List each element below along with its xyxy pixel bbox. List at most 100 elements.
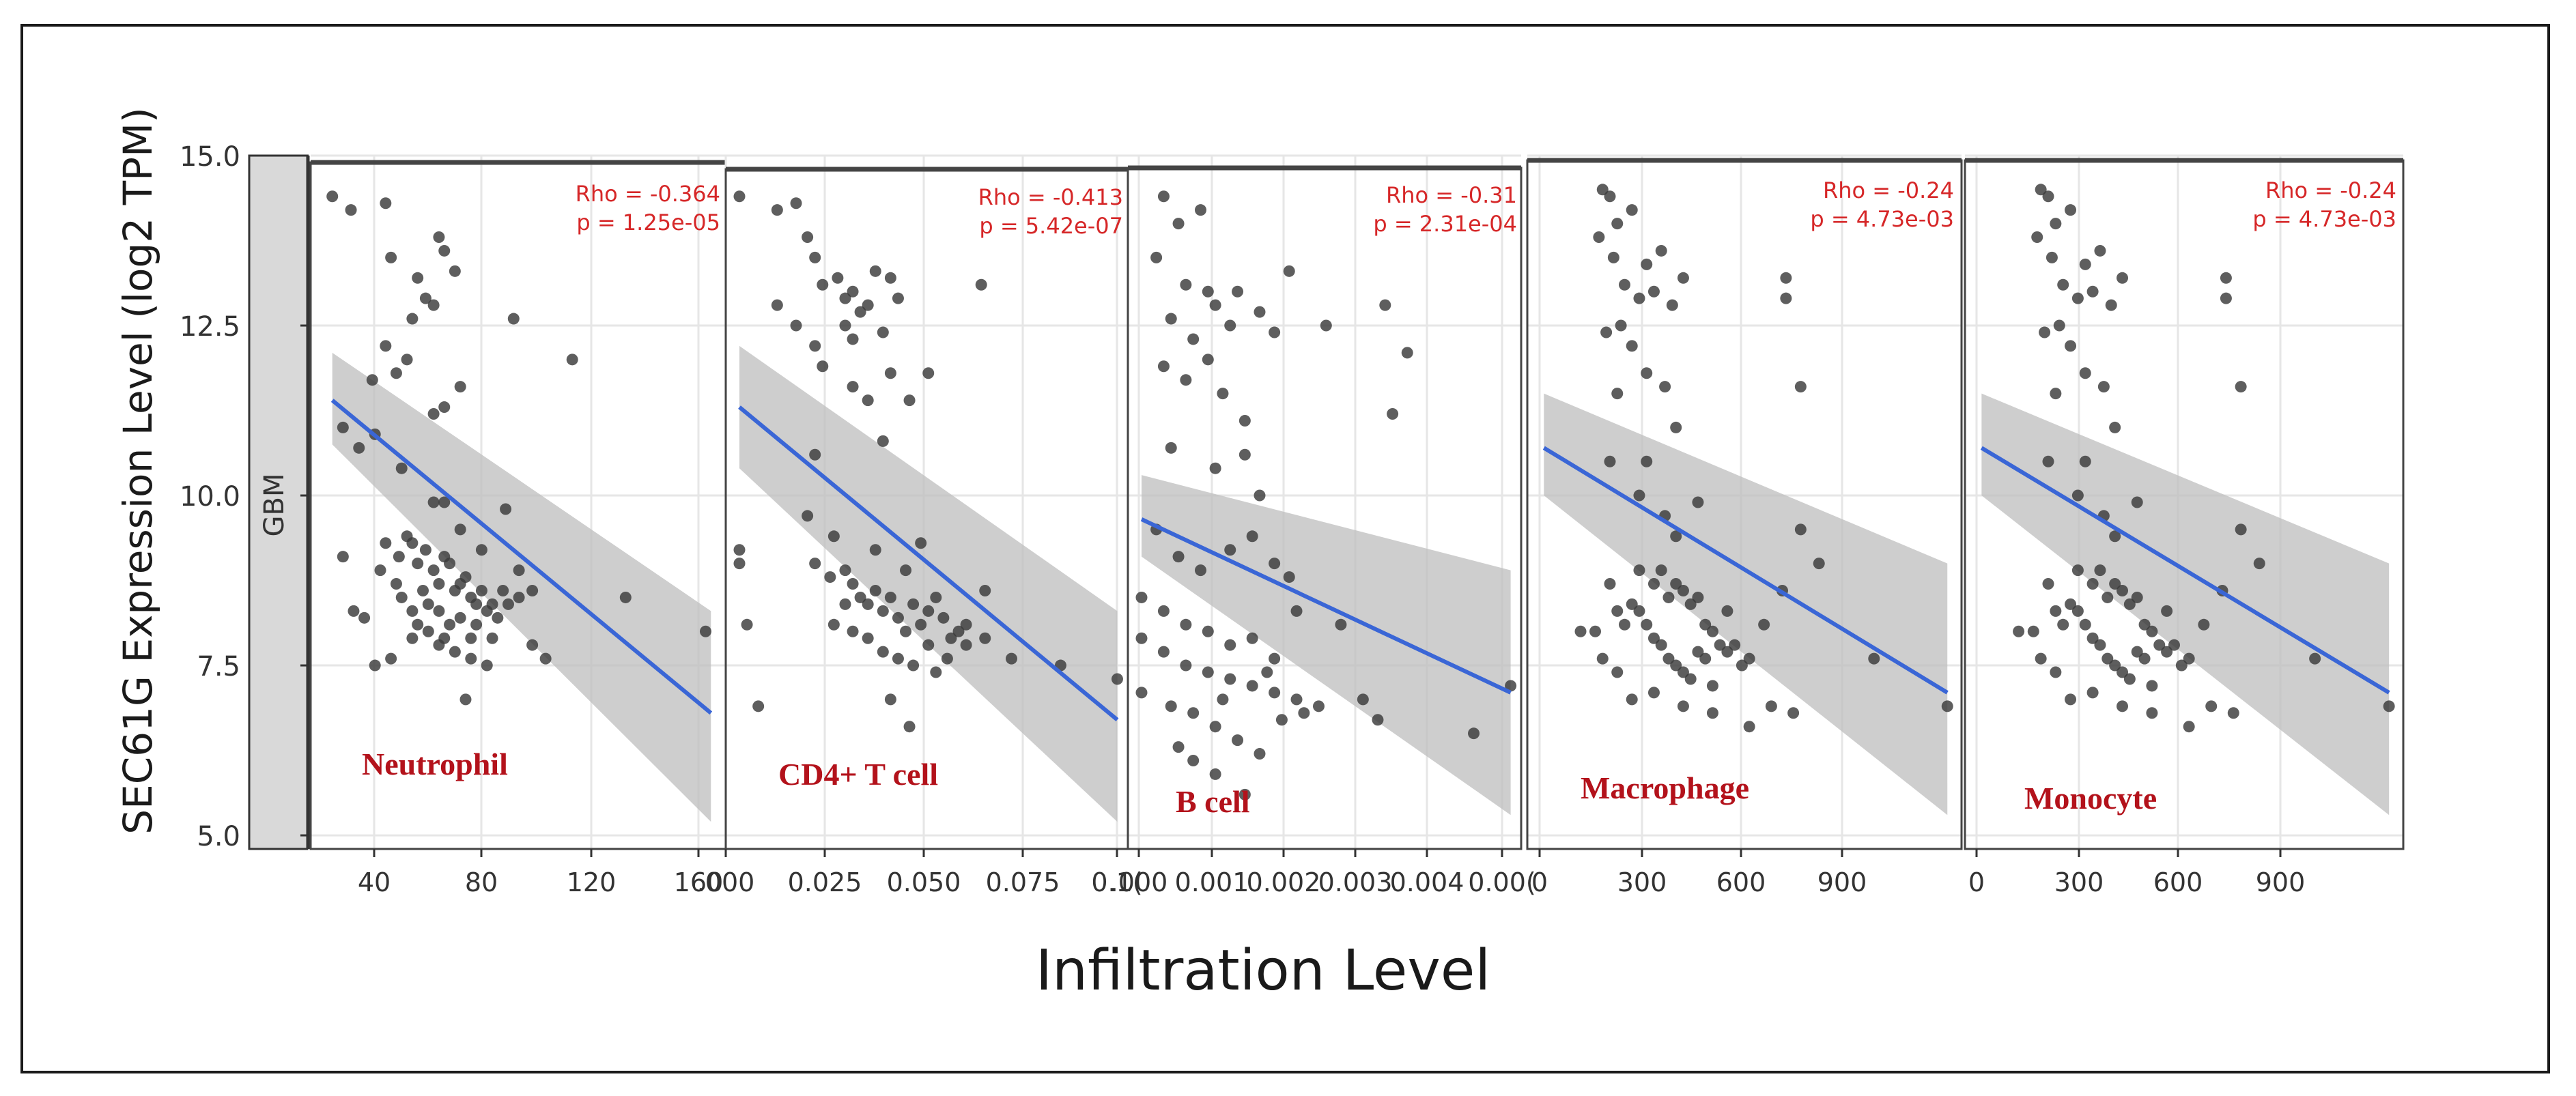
p-value-annotation: p = 5.42e-07 [979, 213, 1123, 239]
data-point [2220, 272, 2232, 284]
rho-annotation: Rho = -0.413 [978, 184, 1123, 210]
y-tick-label: 12.5 [180, 311, 240, 343]
data-point [1246, 680, 1258, 692]
data-point [2183, 721, 2195, 733]
data-point [2161, 646, 2173, 658]
data-point [2123, 598, 2136, 610]
data-point [2031, 231, 2043, 244]
data-point [941, 652, 953, 665]
data-point [422, 625, 434, 637]
data-point [380, 340, 392, 352]
data-point [1290, 605, 1303, 617]
x-tick-label: 0.075 [986, 867, 1060, 897]
data-point [2146, 707, 2158, 719]
data-point [1758, 618, 1770, 631]
data-point [2035, 652, 2047, 665]
data-point [2050, 388, 2062, 400]
data-point [345, 204, 357, 216]
data-point [2042, 190, 2054, 203]
data-point [1202, 285, 1214, 298]
data-point [1699, 652, 1712, 665]
x-tick-label: 0.002 [1247, 867, 1321, 897]
data-point [1202, 666, 1214, 678]
data-point [1647, 285, 1660, 298]
data-point [427, 496, 440, 508]
fit-line [330, 399, 713, 715]
data-point [884, 272, 896, 284]
data-point [2094, 639, 2106, 651]
data-point [839, 598, 851, 610]
data-point [422, 598, 434, 610]
data-point [1780, 292, 1792, 304]
data-point [1290, 693, 1303, 706]
data-point [417, 584, 429, 596]
data-point [1626, 340, 1638, 352]
x-tick-label: 0.001 [1175, 867, 1249, 897]
data-point [2053, 319, 2065, 332]
data-point [1379, 299, 1391, 311]
data-point [824, 571, 836, 583]
data-point [385, 251, 397, 263]
data-point [1401, 347, 1413, 359]
data-point [1729, 639, 1741, 651]
data-point [419, 292, 431, 304]
data-point [449, 646, 461, 658]
data-point [526, 584, 539, 596]
data-point [1298, 707, 1310, 719]
data-point [884, 367, 896, 379]
data-point [369, 659, 381, 672]
data-point [847, 333, 859, 345]
data-point [2131, 496, 2143, 508]
x-tick-label: 900 [2256, 867, 2306, 897]
data-point [1736, 659, 1748, 672]
data-point [1246, 632, 1258, 644]
data-point [1180, 659, 1192, 672]
data-point [1135, 687, 1148, 699]
data-point [1611, 388, 1624, 400]
x-tick-label: 160 [674, 867, 724, 897]
y-tick-label: 5.0 [197, 821, 240, 852]
confidence-band [1142, 475, 1511, 816]
data-point [2235, 523, 2247, 536]
data-point [741, 618, 753, 631]
data-point [507, 313, 520, 325]
x-tick-label: 0.003 [1318, 867, 1393, 897]
rho-annotation: Rho = -0.24 [2265, 177, 2396, 203]
data-point [385, 652, 397, 665]
data-point [1941, 700, 1953, 712]
data-point [1194, 564, 1206, 577]
data-point [1666, 299, 1678, 311]
x-tick-label: 120 [567, 867, 617, 897]
data-point [353, 442, 365, 454]
data-point [1647, 578, 1660, 590]
data-point [892, 292, 904, 304]
data-point [1239, 414, 1251, 427]
data-point [752, 700, 765, 712]
data-point [1157, 646, 1170, 658]
data-point [900, 625, 912, 637]
data-point [915, 537, 927, 549]
data-point [2079, 367, 2091, 379]
data-point [1662, 652, 1675, 665]
data-point [979, 584, 991, 596]
data-point [877, 326, 889, 338]
data-point [1641, 367, 1653, 379]
data-point [847, 285, 859, 298]
data-point [2086, 632, 2099, 644]
x-tick-label: .000 [697, 867, 755, 897]
data-point [1005, 652, 1017, 665]
data-point [2094, 564, 2106, 577]
data-point [2183, 652, 2195, 665]
data-point [1670, 421, 1682, 433]
x-tick-label: 40 [358, 867, 391, 897]
data-point [1209, 768, 1221, 780]
data-point [393, 551, 405, 563]
data-point [975, 278, 987, 291]
data-point [513, 591, 525, 603]
x-tick-label: 0.1( [1091, 867, 1142, 897]
data-point [892, 611, 904, 624]
y-ticks: 15.0 12.5 10.0 7.5 5.0 [180, 141, 309, 852]
data-point [1618, 618, 1630, 631]
data-point [809, 558, 821, 570]
data-point [486, 598, 498, 610]
